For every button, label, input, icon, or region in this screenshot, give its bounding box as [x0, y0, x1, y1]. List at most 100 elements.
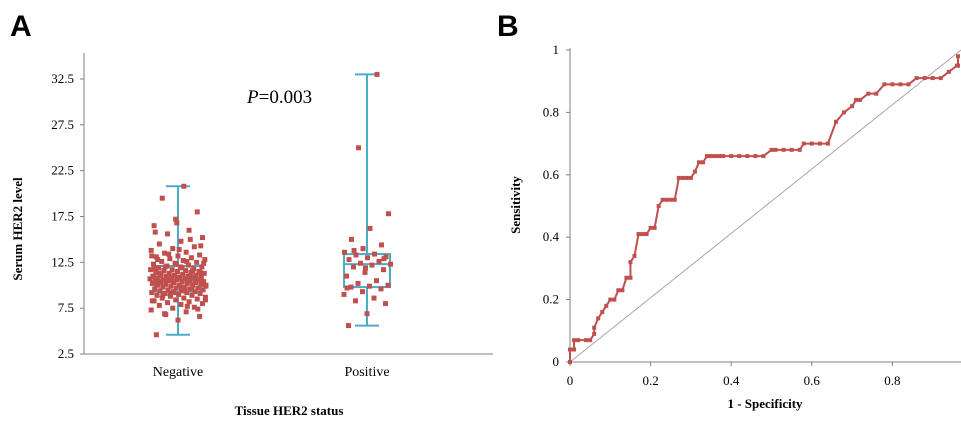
point-negative-104 [191, 244, 197, 250]
point-negative-99 [197, 252, 203, 258]
roc-point-68 [922, 76, 927, 81]
point-negative-102 [148, 247, 154, 253]
roc-point-62 [874, 91, 879, 96]
point-negative-95 [167, 256, 173, 262]
roc-point-71 [946, 69, 951, 74]
roc-point-59 [854, 97, 859, 102]
point-negative-135 [181, 288, 187, 294]
point-negative-76 [153, 269, 159, 275]
point-positive-27 [360, 246, 366, 252]
roc-point-69 [930, 76, 935, 81]
point-positive-12 [374, 278, 379, 284]
reference-diagonal [569, 49, 961, 363]
point-negative-34 [152, 286, 158, 292]
roc-point-24 [652, 225, 657, 230]
roc-point-33 [688, 175, 693, 180]
point-positive-0 [346, 323, 351, 329]
point-positive-7 [378, 286, 384, 292]
roc-point-41 [721, 154, 726, 159]
roc-point-7 [592, 331, 597, 336]
p-value-annotation: P=0.003 [246, 87, 312, 108]
point-negative-14 [173, 297, 179, 303]
y-tick-label-4: 22.5 [51, 163, 74, 178]
point-negative-111 [173, 216, 179, 222]
roc-point-52 [801, 141, 806, 146]
roc-point-20 [636, 232, 641, 237]
point-negative-81 [148, 267, 154, 273]
y-tick-label-0: 2.5 [58, 346, 74, 361]
point-positive-26 [342, 249, 347, 255]
point-negative-107 [200, 235, 205, 241]
point-negative-4 [183, 309, 189, 315]
roc-point-29 [672, 197, 677, 202]
roc-point-5 [584, 338, 589, 343]
point-negative-109 [186, 227, 192, 233]
point-negative-69 [172, 272, 177, 278]
roc-point-60 [858, 97, 863, 102]
x-tick-label-b-1: 0.2 [642, 373, 658, 388]
point-negative-133 [195, 306, 201, 312]
roc-points [568, 54, 960, 364]
point-negative-7 [191, 304, 197, 310]
point-negative-54 [187, 278, 193, 284]
point-negative-88 [186, 262, 191, 268]
point-positive-8 [348, 284, 354, 290]
roc-panel: 0 0.2 0.4 0.6 0.8 1 0 0.2 0.4 0.6 0.8 Sensitivity… [508, 42, 961, 411]
point-positive-22 [365, 255, 370, 261]
point-negative-140 [176, 247, 182, 252]
point-negative-57 [195, 277, 201, 283]
roc-point-14 [616, 288, 621, 293]
point-negative-11 [165, 300, 170, 306]
point-negative-122 [184, 258, 190, 264]
point-negative-131 [152, 266, 158, 272]
roc-point-57 [842, 110, 847, 115]
roc-point-51 [797, 147, 802, 152]
point-negative-36 [195, 285, 201, 291]
roc-point-48 [773, 147, 778, 152]
roc-point-75 [956, 54, 960, 59]
roc-point-10 [600, 310, 605, 315]
point-positive-4 [371, 295, 377, 301]
roc-point-18 [628, 260, 633, 265]
roc-point-4 [576, 338, 581, 343]
point-negative-1 [175, 317, 181, 323]
y-axis-title-b: Sensitivity [508, 176, 523, 234]
point-negative-136 [203, 282, 209, 288]
point-negative-151 [187, 236, 193, 242]
y-tick-label-6: 32.5 [51, 71, 74, 86]
point-negative-147 [158, 272, 163, 278]
point-negative-6 [170, 305, 176, 311]
point-negative-9 [178, 302, 184, 307]
roc-point-49 [781, 147, 786, 152]
roc-point-13 [612, 297, 617, 302]
point-negative-46 [184, 280, 190, 286]
point-positive-18 [388, 261, 393, 267]
y-tick-label-3: 17.5 [51, 209, 74, 224]
point-positive-24 [353, 252, 359, 258]
point-negative-141 [198, 243, 204, 249]
point-negative-153 [174, 220, 180, 226]
point-positive-25 [372, 251, 377, 257]
point-positive-15 [381, 267, 386, 273]
point-positive-35 [363, 265, 368, 271]
roc-point-1 [568, 347, 572, 352]
point-negative-94 [202, 257, 208, 263]
point-positive-10 [385, 282, 391, 288]
point-negative-80 [183, 268, 189, 274]
point-negative-144 [149, 298, 155, 304]
point-negative-0 [153, 332, 159, 338]
point-negative-22 [176, 291, 182, 297]
point-negative-93 [180, 258, 186, 263]
point-negative-125 [192, 274, 198, 280]
y-tick-labels: 2.5 7.5 12.5 17.5 22.5 27.5 32.5 [51, 71, 84, 361]
roc-point-38 [709, 154, 714, 159]
point-positive-20 [376, 258, 382, 264]
point-positive-31 [386, 211, 391, 217]
roc-point-35 [696, 160, 701, 165]
x-axis-title-b: 1 - Specificity [727, 396, 803, 411]
roc-point-64 [890, 82, 895, 87]
point-positive-1 [364, 311, 370, 317]
point-negative-128 [200, 281, 206, 287]
point-negative-79 [161, 268, 167, 274]
point-negative-89 [151, 261, 156, 267]
